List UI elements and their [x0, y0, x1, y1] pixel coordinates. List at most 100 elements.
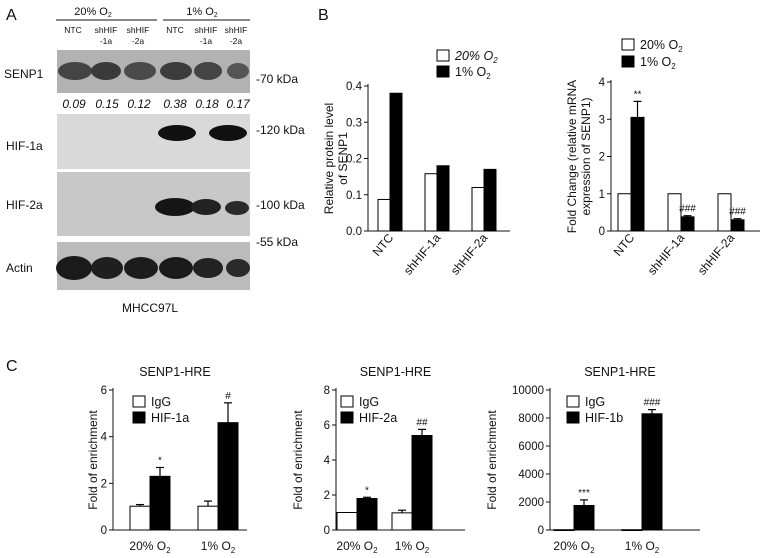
y-tick-label-1: 2000 [518, 497, 544, 509]
quant-value-4: 0.18 [195, 97, 219, 111]
significance-series1-cat0: *** [578, 488, 590, 499]
blot-hif1a [57, 114, 250, 169]
y-axis-label-line1: Fold Change (relative mRNA [565, 80, 579, 233]
significance-series1-cat2: ### [729, 207, 746, 218]
chart-senp1-protein: 0.0 0.1 0.2 0.3 0.4 Relative protein level of … [322, 49, 510, 278]
chart-chip-hif2a: 0 2 4 6 8 Fold of enrichment SENP1-HRE * ## 20% O… [291, 365, 465, 555]
blot-senp1 [57, 50, 250, 93]
y-axis-label-line1: Relative protein level [322, 103, 336, 214]
y-tick-label-0: 0 [538, 525, 544, 537]
bar-series0-cat0 [377, 198, 391, 232]
category-label-0: 20% O2 [129, 539, 171, 555]
significance-series1-cat0: ** [634, 89, 642, 100]
category-label-0-sub: 2 [373, 546, 378, 555]
category-label-0: NTC [370, 231, 397, 259]
legend-label-0: IgG [585, 395, 605, 409]
bar-series1-cat1 [411, 435, 433, 531]
category-label-0-sub: 2 [166, 546, 171, 555]
legend-label-0-text: 20% O [640, 38, 678, 52]
legend-label-1-text: 1% O [640, 55, 672, 69]
quant-value-3: 0.38 [163, 97, 187, 111]
legend-label-0-text: IgG [359, 395, 379, 409]
bar-series0-cat0 [553, 529, 575, 532]
significance-series1-cat1: # [225, 391, 231, 402]
legend-swatch-1 [566, 411, 580, 424]
legend-label-0: IgG [359, 395, 379, 409]
legend-label-0-sub: 2 [678, 45, 683, 54]
y-tick-label-2: 4 [324, 455, 331, 467]
bar-series1-cat0 [356, 498, 378, 531]
y-axis-label: Fold of enrichment [485, 410, 499, 510]
header-20-o2: 20% O2 [74, 6, 112, 19]
quant-value-5: 0.17 [226, 97, 251, 111]
svg-text:20% O2: 20% O2 [74, 6, 112, 19]
blot-label-hif2a: HIF-2a [6, 198, 43, 212]
legend-label-1-text: 1% O [455, 65, 487, 79]
y-tick-label-4: 8000 [518, 413, 544, 425]
panel-c-label: C [6, 358, 18, 375]
category-label-0-sub: 2 [590, 546, 595, 555]
category-label-1-sub: 2 [425, 546, 430, 555]
category-label-0: 20% O2 [553, 539, 595, 555]
legend-swatch-1 [132, 411, 146, 424]
legend-label-1: HIF-1b [585, 411, 623, 425]
category-label-1-sub: 2 [655, 546, 660, 555]
legend-label-0: 20% O2 [640, 38, 683, 54]
y-tick-label-1: 2 [324, 490, 330, 502]
bar-series0-cat0 [336, 512, 358, 531]
significance-series1-cat1: ### [679, 204, 696, 215]
category-label-1: 1% O2 [201, 539, 236, 555]
bar-series1-cat0 [149, 475, 171, 531]
legend-label-1-text: HIF-2a [359, 411, 397, 425]
legend-label-1: 1% O2 [640, 55, 676, 71]
significance-series1-cat0: * [365, 485, 369, 496]
significance-series1-cat1: ## [416, 417, 428, 428]
blot-actin [56, 242, 250, 290]
legend-label-1-text: HIF-1a [151, 411, 189, 425]
lane-label-4-line1: shHIF [195, 25, 218, 35]
y-tick-label-3: 6 [324, 420, 330, 432]
y-tick-label-2: 4 [101, 432, 108, 444]
legend-label-1: HIF-1a [151, 411, 189, 425]
legend-swatch-0 [340, 395, 354, 408]
legend-swatch-0 [132, 395, 146, 408]
legend-label-0: 20% O2 [454, 49, 498, 65]
bar-series0-cat2 [471, 187, 485, 232]
legend-label-0-text: IgG [585, 395, 605, 409]
svg-text:1% O2: 1% O2 [186, 6, 218, 19]
legend-label-1-sub: 2 [671, 62, 676, 71]
marker-55: -55 kDa [256, 235, 298, 249]
y-tick-label-4: 8 [324, 385, 330, 397]
y-tick-label-2: 0.2 [346, 154, 362, 166]
legend-label-1-sub: 2 [486, 72, 491, 81]
category-label-2: shHIF-2a [448, 231, 491, 278]
legend-swatch-0 [621, 38, 635, 51]
legend-swatch-1 [340, 411, 354, 424]
category-label-1: 1% O2 [625, 539, 660, 555]
group-1-sub: 2 [214, 12, 218, 19]
category-label-0-text: 20% O [553, 539, 590, 553]
lane-label-1-line2: -1a [100, 36, 113, 46]
blot-label-hif1a: HIF-1a [6, 139, 43, 153]
chart-title: SENP1-HRE [584, 365, 656, 379]
group-1-text: 1% O [186, 6, 214, 18]
y-axis-label-line2: expression of SENP1) [579, 97, 593, 215]
bar-series1-cat0 [573, 505, 595, 531]
bar-series0-cat1 [197, 505, 219, 531]
legend-swatch-0 [436, 49, 450, 62]
lane-label-1-line1: shHIF [95, 25, 118, 35]
bar-series0-cat1 [621, 529, 643, 532]
bar-series0-cat1 [391, 512, 413, 531]
y-tick-label-3: 6000 [518, 441, 544, 453]
category-label-1: shHIF-1a [401, 231, 444, 278]
group-20-text: 20% O [74, 6, 108, 18]
chart-senp1-mrna: 0 1 2 3 4 Fold Change (relative mRNA expressio… [565, 38, 760, 278]
quant-value-2: 0.12 [127, 97, 151, 111]
y-tick-label-2: 4000 [518, 469, 544, 481]
y-axis-label-line2: of SENP1 [336, 132, 350, 185]
bar-series1-cat1 [436, 165, 450, 232]
lane-label-0-line1: NTC [64, 25, 81, 35]
lane-label-2-line2: -2a [132, 36, 145, 46]
